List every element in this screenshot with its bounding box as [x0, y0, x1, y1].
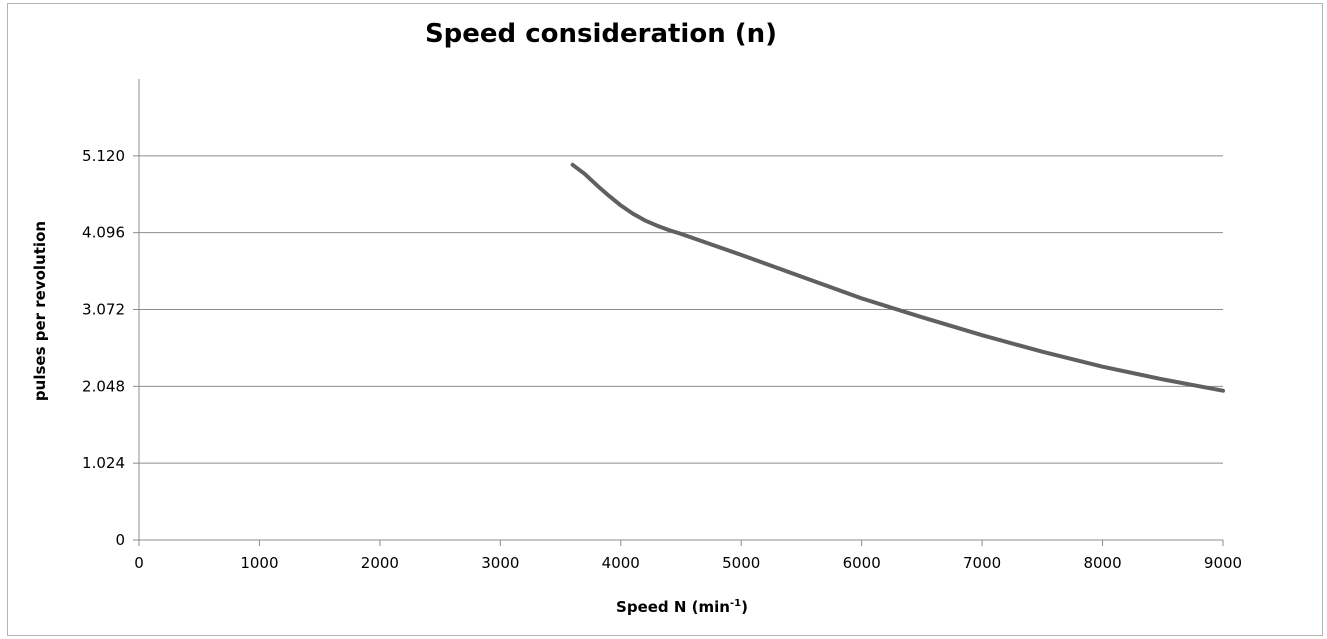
chart-title: Speed consideration (n)	[425, 19, 777, 49]
y-tick-label: 5.120	[82, 147, 125, 165]
series-line	[570, 162, 1225, 393]
x-tick-label: 0	[134, 554, 144, 572]
line-chart: Speed consideration (n) 0 1.024 2.048 3.072…	[31, 19, 1242, 616]
y-tick-label: 4.096	[82, 224, 125, 242]
y-tick-label: 1.024	[82, 454, 125, 472]
axes	[133, 79, 1224, 546]
x-tick-label: 1000	[240, 554, 278, 572]
y-tick-label: 3.072	[82, 301, 125, 319]
x-tick-label: 7000	[963, 554, 1001, 572]
series-layer	[570, 162, 1225, 393]
x-tick-label: 5000	[722, 554, 760, 572]
x-tick-label: 9000	[1204, 554, 1242, 572]
gridlines	[139, 155, 1223, 464]
y-axis-title: pulses per revolution	[31, 221, 49, 401]
x-tick-label: 6000	[843, 554, 881, 572]
chart-frame: Speed consideration (n) 0 1.024 2.048 3.072…	[7, 3, 1323, 636]
x-tick-labels: 0 1000 2000 3000 4000 5000 6000 7000 8000 9000	[134, 554, 1242, 572]
x-axis-title-sup: -1	[730, 598, 741, 609]
x-tick-label: 8000	[1083, 554, 1121, 572]
y-tick-label: 0	[115, 531, 125, 549]
x-axis-title: Speed N (min-1)	[616, 598, 748, 616]
y-tick-labels: 0 1.024 2.048 3.072 4.096 5.120	[82, 147, 125, 549]
x-axis-title-main: Speed N (min	[616, 598, 730, 616]
x-tick-label: 2000	[361, 554, 399, 572]
x-tick-label: 4000	[602, 554, 640, 572]
y-tick-label: 2.048	[82, 377, 125, 395]
x-axis-title-close: )	[741, 598, 748, 616]
x-tick-label: 3000	[481, 554, 519, 572]
